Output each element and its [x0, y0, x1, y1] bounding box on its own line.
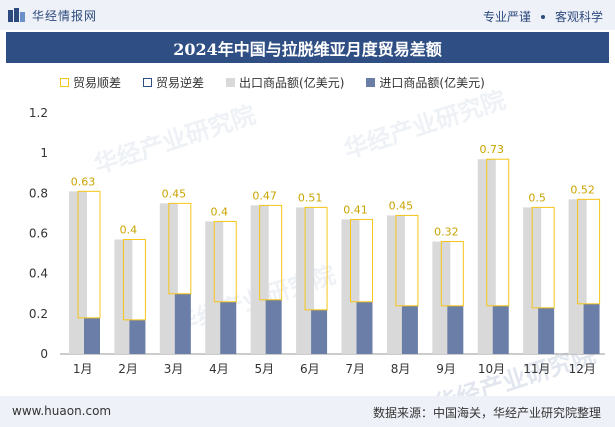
logo-icon: [8, 8, 25, 22]
surplus-data-label: 0.45: [162, 187, 187, 200]
surplus-data-label: 0.5: [528, 191, 546, 204]
surplus-bar: [168, 202, 192, 295]
surplus-data-label: 0.63: [71, 175, 96, 188]
legend-item-export: 出口商品额(亿美元): [226, 74, 344, 91]
x-tick-label: 4月: [209, 362, 229, 376]
legend-label-surplus: 贸易顺差: [73, 76, 122, 90]
surplus-data-label: 0.32: [434, 226, 459, 239]
x-tick-label: 1月: [73, 362, 93, 376]
x-tick-label: 3月: [164, 362, 184, 376]
y-tick-label: 0: [40, 347, 48, 361]
x-tick-label: 6月: [300, 362, 320, 376]
legend-item-deficit: 贸易逆差: [143, 74, 204, 91]
surplus-data-label: 0.51: [298, 191, 323, 204]
footer-url: www.huaon.com: [12, 404, 112, 418]
import-bar: [492, 305, 509, 354]
tagline: 专业严谨 客观科学: [483, 8, 603, 25]
logo-text: 华经情报网: [32, 8, 98, 23]
y-tick-label: 0.8: [29, 186, 48, 200]
surplus-bar: [395, 214, 419, 307]
title-bar: 2024年中国与拉脱维亚月度贸易差额: [6, 32, 609, 63]
surplus-bar: [122, 239, 146, 321]
surplus-bar: [440, 241, 464, 307]
import-bar: [220, 301, 237, 354]
y-tick-label: 0.2: [29, 307, 48, 321]
import-bar: [129, 319, 146, 354]
legend-label-deficit: 贸易逆差: [156, 76, 205, 90]
import-bar: [356, 301, 373, 354]
surplus-bar: [531, 206, 555, 309]
x-tick-label: 10月: [478, 362, 505, 376]
footer-bar: www.huaon.com 数据来源：中国海关，华经产业研究院整理: [0, 396, 615, 427]
separator-dot-icon: [540, 14, 545, 19]
surplus-bar: [350, 218, 373, 303]
import-bar: [538, 307, 555, 354]
legend-swatch-deficit: [143, 78, 153, 87]
surplus-data-label: 0.47: [252, 189, 277, 202]
y-tick-label: 1.2: [29, 106, 48, 120]
import-bar: [401, 305, 418, 354]
import-bar: [583, 303, 600, 354]
top-bar: 华经情报网 专业严谨 客观科学: [0, 0, 615, 30]
legend-item-import: 进口商品额(亿美元): [366, 74, 485, 91]
x-tick-label: 12月: [569, 362, 596, 376]
surplus-data-label: 0.4: [211, 205, 229, 218]
legend-swatch-surplus: [60, 78, 69, 87]
y-tick-label: 0.4: [29, 267, 48, 281]
legend-label-import: 进口商品额(亿美元): [379, 76, 485, 90]
import-bar: [447, 305, 464, 354]
y-tick-label: 1: [40, 146, 48, 160]
surplus-data-label: 0.4: [120, 224, 138, 237]
import-bar: [84, 317, 100, 354]
x-tick-label: 5月: [255, 362, 275, 376]
import-bar: [265, 299, 282, 354]
x-tick-label: 7月: [345, 362, 365, 376]
surplus-data-label: 0.52: [570, 183, 595, 196]
surplus-data-label: 0.73: [480, 143, 505, 156]
tagline-right: 客观科学: [554, 10, 603, 24]
chart-title: 2024年中国与拉脱维亚月度贸易差额: [173, 39, 442, 59]
surplus-data-label: 0.41: [343, 203, 368, 216]
surplus-bar: [259, 204, 283, 301]
chart-legend: 贸易顺差 贸易逆差 出口商品额(亿美元) 进口商品额(亿美元): [60, 74, 507, 91]
legend-item-surplus: 贸易顺差: [60, 74, 121, 91]
y-tick-label: 0.6: [29, 227, 48, 241]
x-tick-label: 11月: [523, 362, 550, 376]
footer-source: 数据来源：中国海关，华经产业研究院整理: [372, 406, 601, 420]
surplus-data-label: 0.45: [389, 199, 414, 212]
import-bar: [174, 293, 191, 354]
x-tick-label: 8月: [391, 362, 411, 376]
surplus-bar: [213, 220, 237, 303]
import-bar: [311, 309, 328, 354]
surplus-bar: [486, 158, 510, 307]
logo: 华经情报网: [8, 7, 97, 23]
legend-label-export: 出口商品额(亿美元): [239, 76, 345, 90]
surplus-bar: [577, 198, 601, 305]
surplus-bar: [77, 190, 101, 319]
tagline-left: 专业严谨: [482, 10, 531, 24]
surplus-bar: [304, 206, 328, 311]
x-tick-label: 9月: [436, 362, 456, 376]
legend-swatch-import: [366, 78, 376, 87]
x-tick-label: 2月: [118, 362, 138, 376]
legend-swatch-export: [226, 78, 236, 87]
